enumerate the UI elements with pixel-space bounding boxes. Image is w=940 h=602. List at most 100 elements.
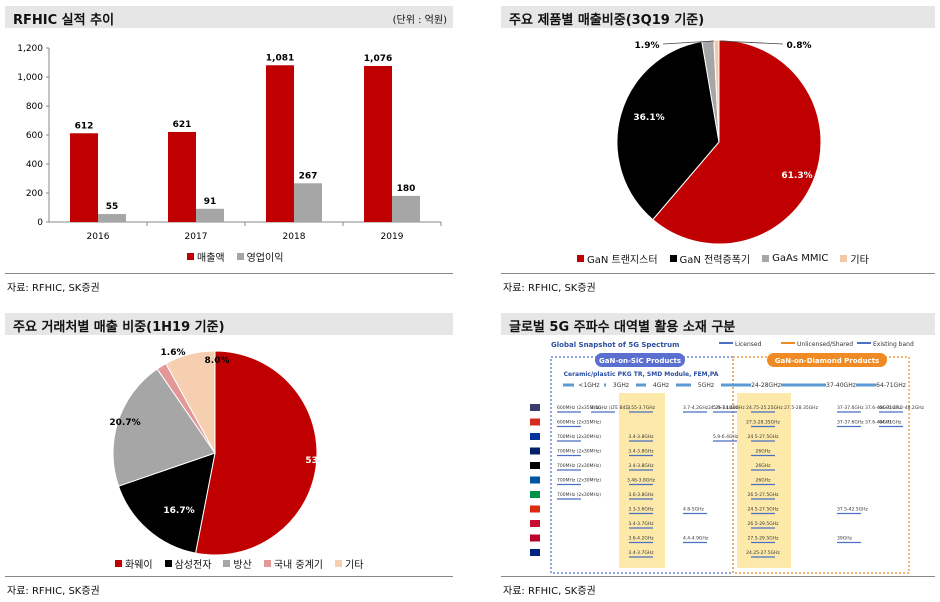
diamond-pill [767,353,887,367]
legend-swatch [840,255,848,262]
band-label: 37-37.6GHz 37.6-40GHz [837,420,892,426]
data-label: 621 [173,120,192,130]
legend-text: Licensed [735,341,762,348]
slice-label: 20.7% [109,418,140,428]
axis-bg [751,380,781,390]
panel-header: 주요 제품별 매출비중(3Q19 기준) [501,6,935,28]
legend-text: Unlicensed/Shared [797,341,853,348]
legend-item: GaN 전력증폭기 [669,251,750,266]
bar-revenue [266,65,294,222]
panel-title: RFHIC 실적 추이 [13,13,115,28]
axis-label: 5GHz [698,382,714,389]
y-tick-label: 1,000 [17,73,43,83]
band-label: 3.4-3.8GHz [628,434,654,440]
legend-swatch [115,560,122,567]
band-label: 3.3-3.6GHz [628,507,654,513]
x-tick-label: 2016 [87,232,110,242]
slice-label: 8.0% [205,356,230,366]
band-label: 700MHz (2x30MHz) [557,449,601,455]
spectrum-infographic: Global Snapshot of 5G Spectrum Licensed Un… [530,341,925,574]
band-label: 26GHz [756,449,772,455]
x-tick-label: 2019 [381,232,404,242]
flag-icon-uk [530,447,540,455]
panel-header: RFHIC 실적 추이 (단위 : 억원) [5,6,453,28]
band-label: 37.5-42.5GHz [837,507,869,513]
band-label: 3.4-3.7GHz [628,521,654,527]
band-label: 3.4-3.8GHz [628,449,654,455]
band-label: 700MHz (2x30MHz) [557,492,601,498]
pie-slice [112,368,216,487]
sic-pill [595,353,685,367]
band-label: 27.5-28.35GHz [746,420,780,426]
panel-title: 주요 거래처별 매출 비중(1H19 기준) [13,320,225,335]
band-label: 5.9-6.4GHz [713,434,739,440]
slice-label: 16.7% [163,506,194,516]
band-label: 3.55-3.7GHz [627,405,656,411]
band-label: 3.46-3.8GHz [627,478,656,484]
divider [5,576,453,577]
legend-label: 기타 [345,560,364,571]
spectrum-subtitle: Ceramic/plastic PKG TR, SMD Module, FEM,… [564,371,719,378]
band-label: 64-71GHz [879,405,902,411]
slice-label: 1.9% [635,41,660,51]
bar-op-profit [196,208,224,222]
source-note: 자료: RFHIC, SK증권 [7,283,100,294]
legend-swatch-revenue [187,253,194,260]
band-highlight-mmwave [737,393,791,568]
pie-slice [195,350,318,556]
pie-slice [616,40,720,221]
source-note: 자료: RFHIC, SK증권 [503,283,596,294]
axis-label: 4GHz [653,382,669,389]
band-label: 5.9-7.1GHz [713,405,739,411]
legend-text: Existing band [873,341,914,348]
band-label: 3.7-4.2GHz [683,405,709,411]
slice-label: 61.3% [781,171,812,181]
source-note: 자료: RFHIC, SK증권 [7,586,100,597]
band-highlight-3ghz [619,393,665,568]
bar-revenue [364,65,392,222]
flag-icon-eu [530,433,540,440]
band-label: 700MHz (2x30MHz) [557,434,601,440]
band-label: 3.4-3.8GHz [628,463,654,469]
bar-chart: 0 200 400 600 800 1,000 1,200 2016 612 55 2017 621 9… [17,44,442,242]
legend-swatch [669,255,677,262]
divider [501,273,935,274]
panel-spectrum: 글로벌 5G 주파수 대역별 활용 소재 구분 Global Snapshot … [501,313,935,602]
data-label: 91 [204,197,217,207]
axis-bg [606,380,636,390]
y-tick-label: 0 [37,218,43,228]
band-label: 26.5-27.5GHz [748,492,780,498]
flag-icon-de [530,462,540,469]
bar-revenue [168,131,196,222]
legend-item: 국내 중계기 [263,556,323,571]
spectrum-title: Global Snapshot of 5G Spectrum [551,341,679,349]
bar-op-profit [98,214,126,222]
data-label: 55 [106,202,119,212]
legend-label: 기타 [850,255,869,266]
legend-label: GaAs MMIC [772,253,829,264]
customer-pie-chart: 53.1% 16.7% 20.7% 1.6% 8.0% [109,348,337,556]
legend-item: GaAs MMIC [762,251,828,266]
legend-label: GaN 트랜지스터 [587,255,658,266]
legend-swatch [263,560,271,567]
slice-label: 36.1% [633,113,664,123]
panel-revenue: RFHIC 실적 추이 (단위 : 억원) 0 200 400 600 800 1,000… [5,6,453,296]
leader-line [662,40,715,45]
bar-op-profit [392,195,420,222]
y-tick-label: 400 [26,160,43,170]
band-label: 700MHz (2x30MHz) [557,478,601,484]
data-label: 1,081 [266,53,294,63]
band-label: 26.5-29.5GHz [748,521,780,527]
legend-label: 방산 [233,560,252,571]
legend-swatch [762,255,770,262]
legend-label: 삼성전자 [174,560,212,571]
legend-swatch [223,560,231,567]
diamond-pill-label: GaN-on-Diamond Products [775,357,879,365]
legend-item: 기타 [335,556,363,571]
leader-line [719,40,784,45]
axis-bg [646,380,676,390]
data-label: 267 [299,171,318,181]
legend-label: 화웨이 [125,560,153,571]
flag-icon-fr [530,476,540,484]
band-label: 24.5-27.5GHz [748,507,780,513]
